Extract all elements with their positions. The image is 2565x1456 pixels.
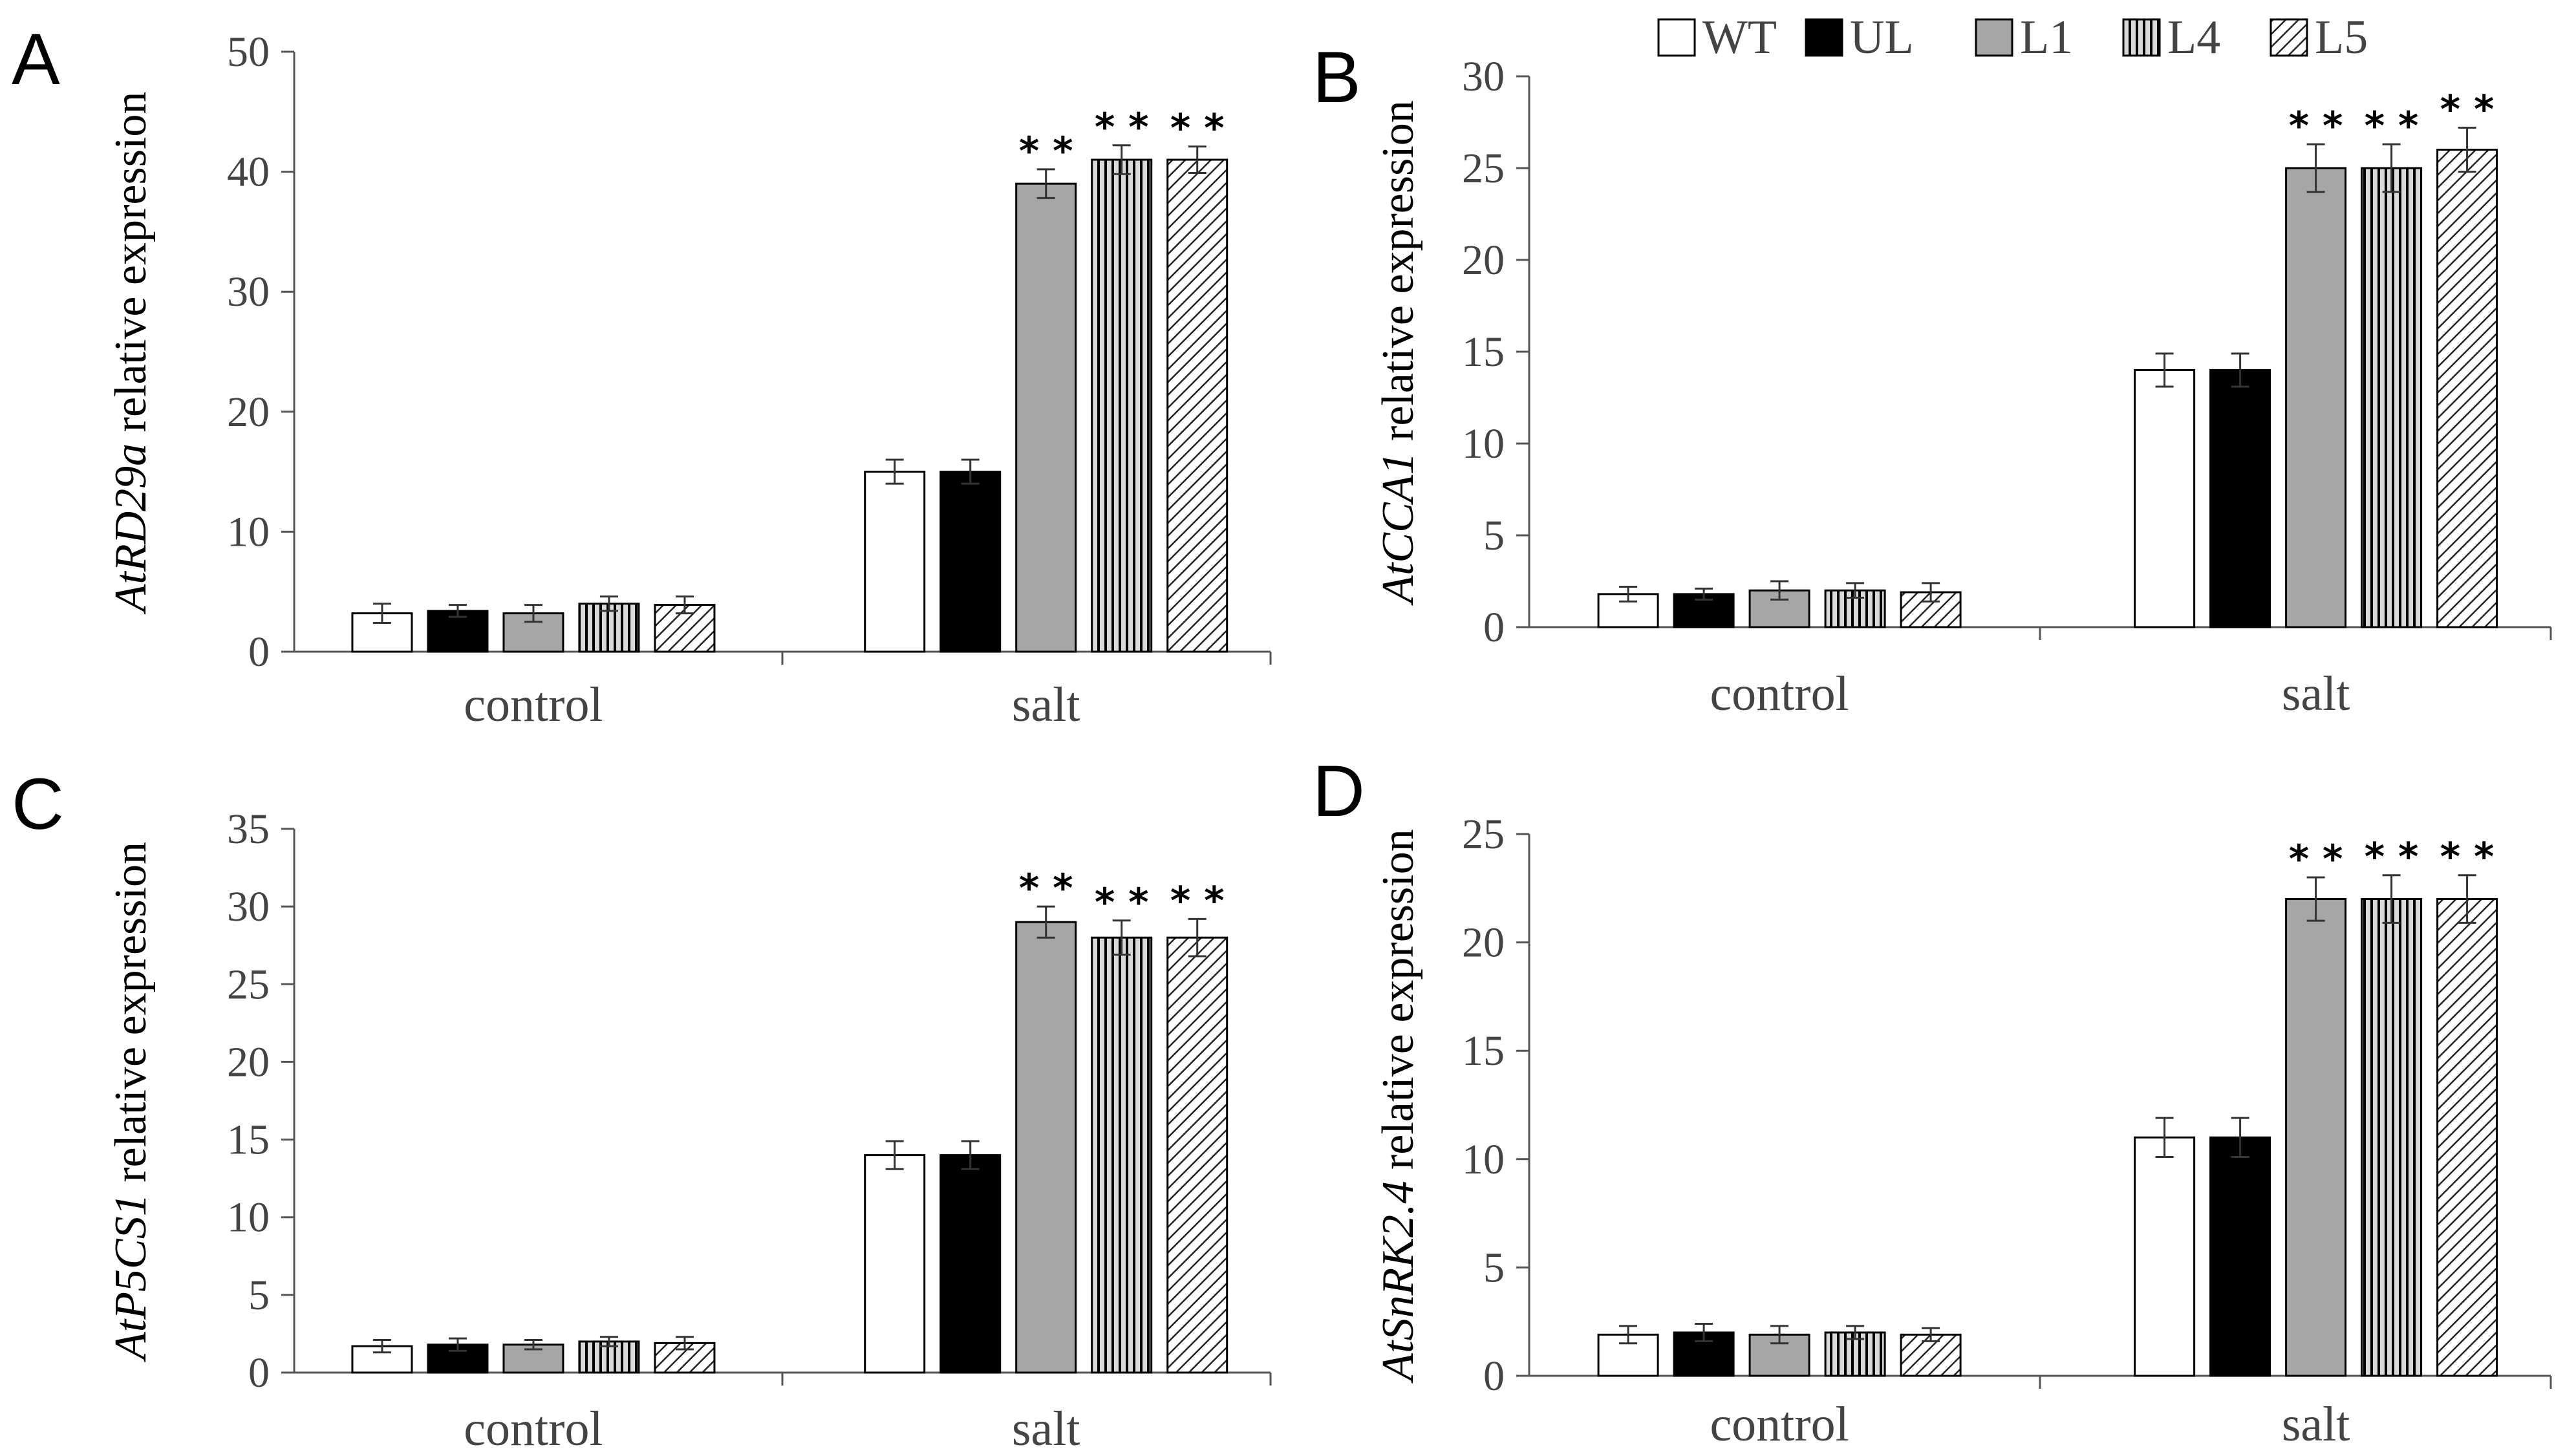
significance-marker: * * bbox=[2289, 103, 2343, 149]
y-tick-label: 30 bbox=[227, 268, 270, 316]
legend-label-l4: L4 bbox=[2167, 11, 2220, 64]
significance-marker: * * bbox=[1095, 880, 1149, 925]
y-tick-label: 5 bbox=[1483, 512, 1505, 559]
bar-ul-salt bbox=[939, 471, 1002, 653]
bar-l5-salt bbox=[2436, 898, 2498, 1377]
y-tick-label: 10 bbox=[1462, 420, 1505, 467]
legend-label-ul: UL bbox=[1850, 11, 1914, 64]
y-axis-label: AtP5CS1 relative expression bbox=[106, 842, 156, 1362]
significance-marker: * * bbox=[1019, 866, 1073, 911]
bar-l5-salt bbox=[2436, 149, 2498, 628]
y-tick-label: 20 bbox=[1462, 919, 1505, 967]
bar-l1-salt bbox=[1015, 182, 1077, 653]
y-tick-label: 40 bbox=[227, 149, 270, 196]
y-tick-label: 10 bbox=[227, 1194, 270, 1241]
legend-label-l1: L1 bbox=[2020, 11, 2073, 64]
bar-l4-salt bbox=[2361, 898, 2423, 1377]
y-tick-label: 25 bbox=[227, 961, 270, 1008]
significance-marker: * * bbox=[1019, 129, 1073, 174]
bar-l4-salt bbox=[1091, 936, 1153, 1374]
legend-swatch-l1 bbox=[1975, 18, 2013, 57]
y-tick-label: 10 bbox=[227, 508, 270, 555]
y-tick-label: 25 bbox=[1462, 811, 1505, 858]
y-tick-label: 15 bbox=[1462, 328, 1505, 376]
bar-l5-salt bbox=[1166, 158, 1229, 653]
y-tick-label: 0 bbox=[248, 628, 270, 676]
y-tick-label: 35 bbox=[227, 806, 270, 853]
legend-label-l5: L5 bbox=[2315, 11, 2368, 64]
y-tick-label: 20 bbox=[1462, 237, 1505, 284]
legend: WT UL L1 L4 L5 bbox=[1657, 11, 2368, 64]
significance-marker: * * bbox=[2289, 837, 2343, 882]
bar-wt-salt bbox=[864, 1154, 926, 1374]
x-category-label: control bbox=[464, 678, 603, 732]
bar-l1-salt bbox=[2285, 167, 2347, 628]
y-tick-label: 15 bbox=[227, 1117, 270, 1164]
legend-label-wt: WT bbox=[1702, 11, 1777, 64]
y-tick-label: 50 bbox=[227, 28, 270, 76]
x-category-label: salt bbox=[2282, 667, 2350, 721]
panel-a: A 0 10 20 30 40 50 AtRD29a relative expression c… bbox=[12, 19, 1272, 732]
panel-b: B 0 5 10 15 20 25 30 AtCCA1 relative expression c… bbox=[1313, 37, 2552, 721]
panel-letter: D bbox=[1313, 751, 1365, 831]
legend-swatch-l5 bbox=[2270, 18, 2308, 57]
significance-marker: * * bbox=[2440, 87, 2495, 133]
y-axis-label: AtRD29a relative expression bbox=[106, 92, 156, 615]
y-tick-label: 5 bbox=[1483, 1244, 1505, 1291]
x-category-label: salt bbox=[1012, 1402, 1080, 1456]
y-tick-label: 5 bbox=[248, 1272, 270, 1319]
x-category-label: control bbox=[1710, 667, 1849, 721]
significance-marker: * * bbox=[2365, 103, 2419, 149]
y-tick-label: 30 bbox=[1462, 53, 1505, 100]
y-tick-label: 0 bbox=[1483, 604, 1505, 651]
bar-l4-salt bbox=[2361, 167, 2423, 628]
y-axis-label: AtCCA1 relative expression bbox=[1373, 100, 1423, 606]
panel-letter: A bbox=[12, 19, 60, 100]
y-tick-label: 0 bbox=[1483, 1353, 1505, 1400]
bar-l5-salt bbox=[1166, 936, 1229, 1374]
bar-ul-salt bbox=[939, 1154, 1002, 1374]
bar-l1-control bbox=[502, 612, 564, 653]
panel-c: C 0 5 10 15 20 25 30 35 AtP5CS1 relative expressi… bbox=[12, 764, 1272, 1456]
x-category-label: control bbox=[464, 1402, 603, 1456]
y-tick-label: 15 bbox=[1462, 1027, 1505, 1075]
bar-wt-salt bbox=[2134, 1136, 2196, 1377]
bar-ul-salt bbox=[2209, 369, 2271, 628]
legend-swatch-ul bbox=[1805, 18, 1843, 57]
x-category-label: control bbox=[1710, 1397, 1849, 1451]
bar-ul-salt bbox=[2209, 1136, 2271, 1377]
bar-l1-salt bbox=[1015, 921, 1077, 1374]
bar-l4-salt bbox=[1091, 158, 1153, 653]
significance-marker: * * bbox=[1095, 105, 1149, 150]
panel-letter: C bbox=[12, 764, 64, 844]
y-tick-label: 30 bbox=[227, 883, 270, 930]
bar-l1-control bbox=[1748, 1333, 1810, 1377]
y-tick-label: 20 bbox=[227, 1038, 270, 1086]
panel-d: D 0 5 10 15 20 25 AtSnRK2.4 relative expression… bbox=[1313, 751, 2552, 1451]
legend-swatch-l4 bbox=[2122, 18, 2161, 57]
y-tick-label: 0 bbox=[248, 1349, 270, 1397]
legend-swatch-wt bbox=[1657, 18, 1696, 57]
x-category-label: salt bbox=[1012, 678, 1080, 732]
bar-l4-control bbox=[1824, 1331, 1886, 1377]
y-axis-label: AtSnRK2.4 relative expression bbox=[1373, 829, 1423, 1383]
bar-wt-salt bbox=[864, 471, 926, 653]
x-category-label: salt bbox=[2282, 1397, 2350, 1451]
y-tick-label: 20 bbox=[227, 389, 270, 436]
y-tick-label: 25 bbox=[1462, 145, 1505, 192]
significance-marker: * * bbox=[2440, 835, 2495, 880]
y-tick-label: 10 bbox=[1462, 1136, 1505, 1183]
panel-letter: B bbox=[1313, 37, 1361, 118]
bar-wt-salt bbox=[2134, 369, 2196, 628]
significance-marker: * * bbox=[1170, 878, 1225, 923]
significance-marker: * * bbox=[2365, 835, 2419, 880]
bar-l1-control bbox=[1748, 589, 1810, 628]
significance-marker: * * bbox=[1170, 106, 1225, 151]
bar-l1-salt bbox=[2285, 898, 2347, 1377]
